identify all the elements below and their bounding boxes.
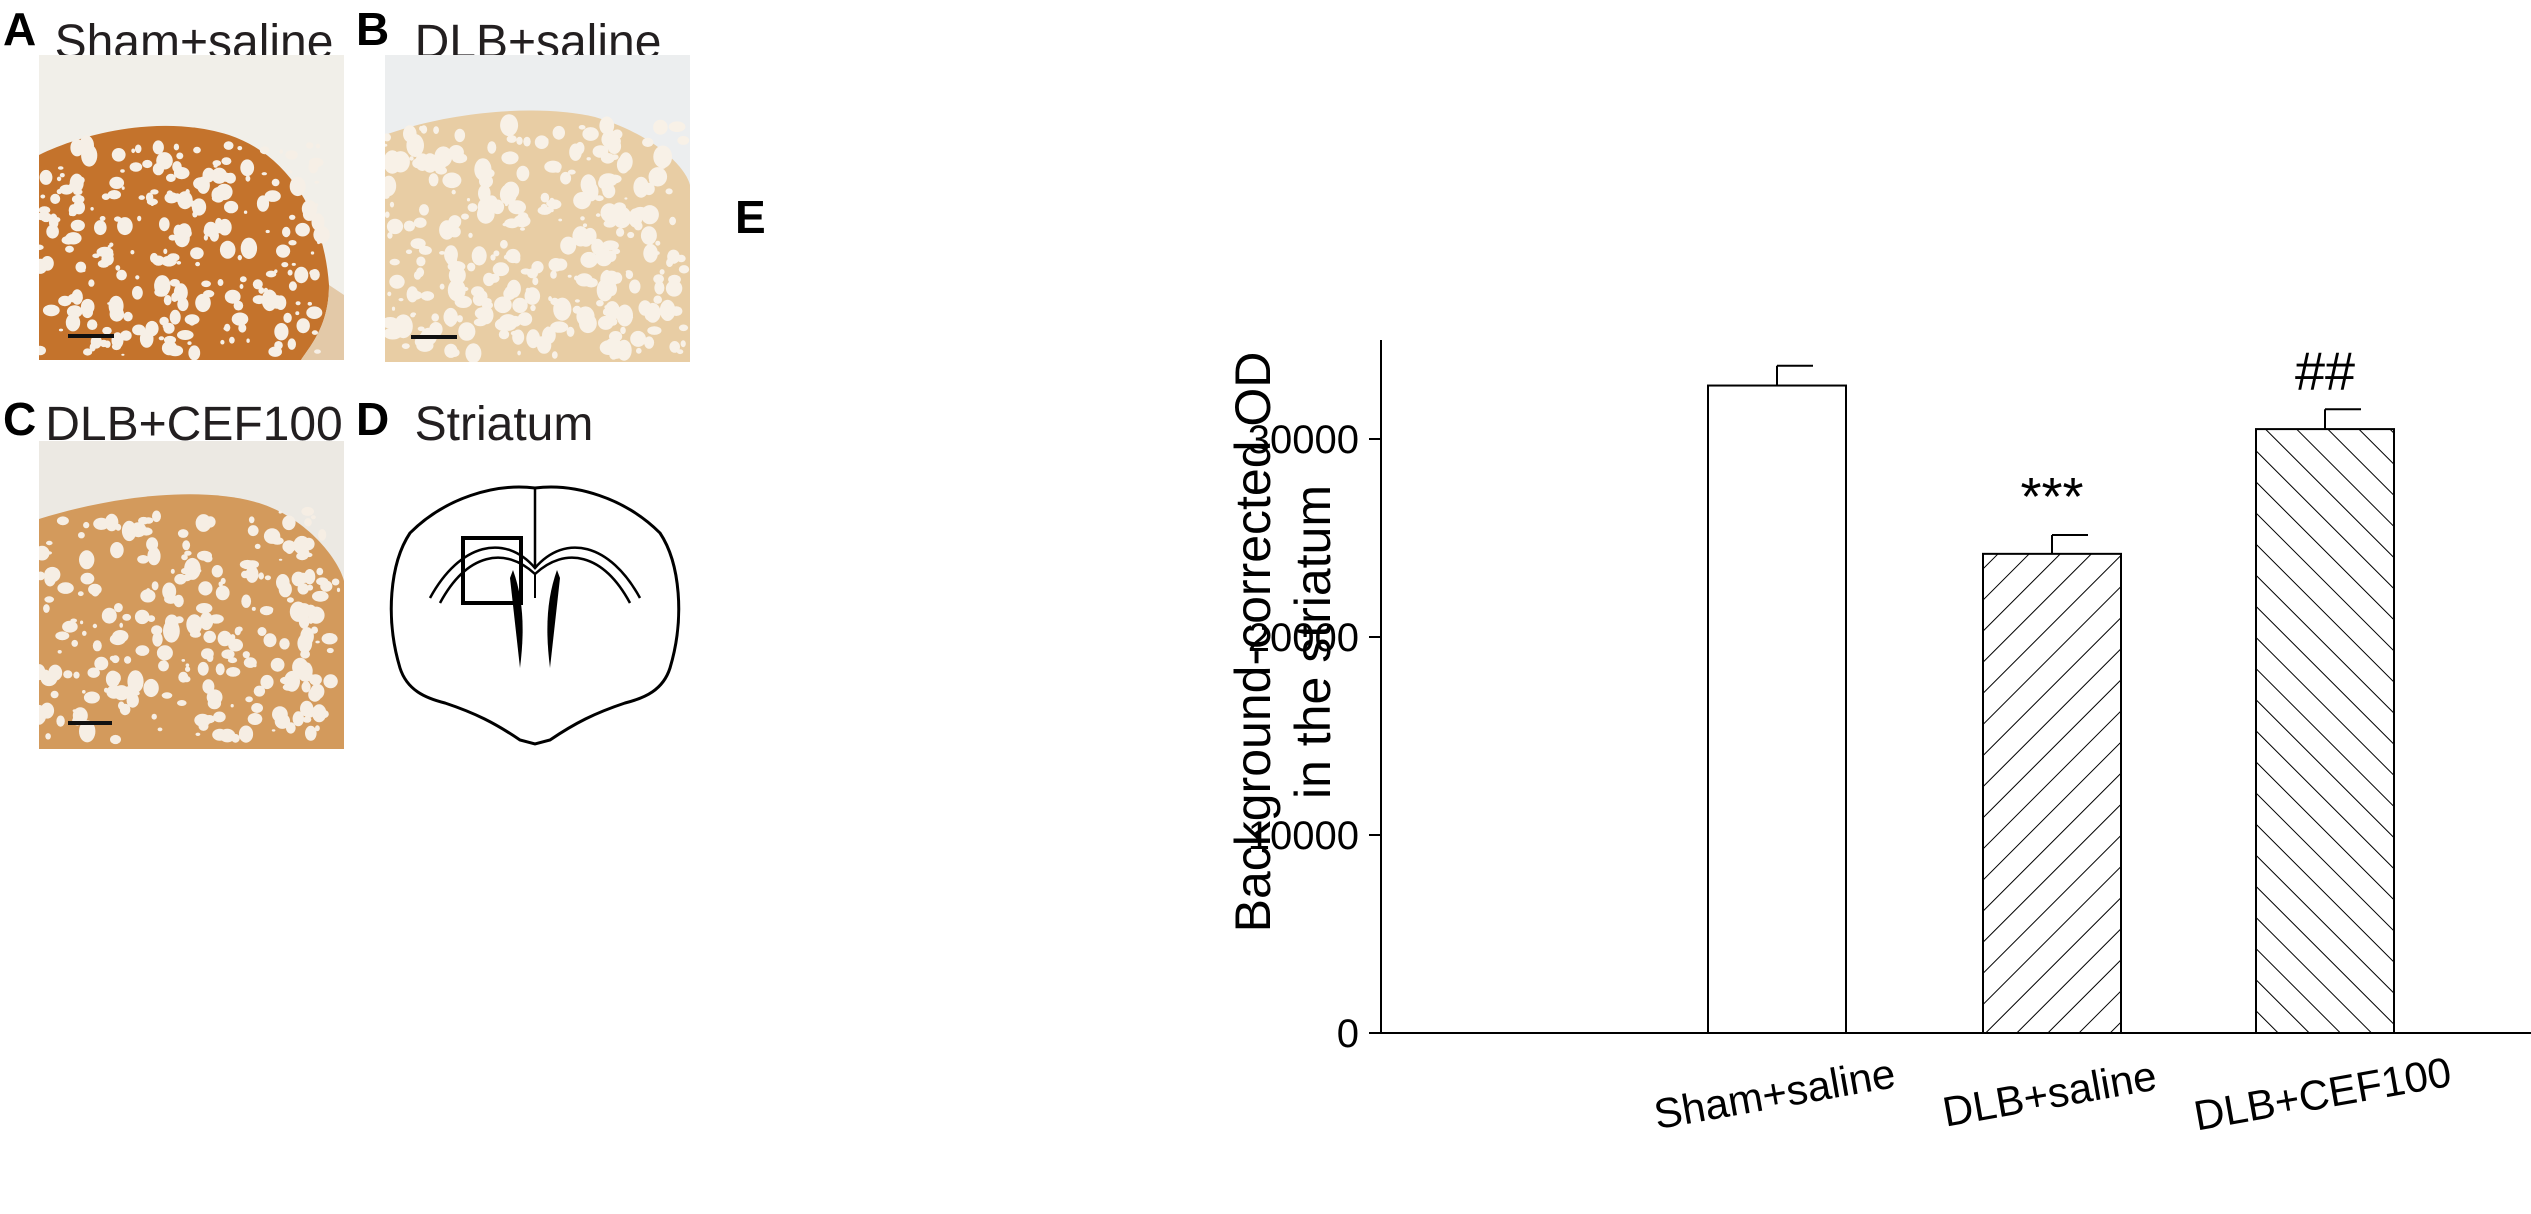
significance-marker: ##	[2295, 341, 2355, 401]
bar-dlb-cef100	[2255, 428, 2395, 1035]
significance-marker: ***	[2020, 467, 2083, 527]
x-tick-label: Sham+saline	[1650, 1049, 1898, 1138]
y-axis-label-line2: in the striatum	[1285, 485, 1341, 799]
panel-title-striatum: Striatum	[414, 398, 594, 451]
x-tick-label: DLB+saline	[1939, 1052, 2160, 1136]
micrograph-dlb-saline	[385, 55, 690, 362]
bar-background	[1708, 385, 1846, 1033]
bar-background	[1983, 553, 2121, 1033]
y-axis-label: Background-corrected OD	[1225, 352, 1281, 933]
panel-letter-b: B	[356, 3, 390, 55]
y-tick-label: 0	[1337, 1012, 1359, 1056]
panel-letter-c: C	[3, 393, 37, 445]
y-tick-label: 30000	[1248, 418, 1359, 462]
y-tick-label: 10000	[1248, 814, 1359, 858]
micrograph-sham-saline	[39, 55, 344, 360]
bar-dlb-saline	[1982, 552, 2122, 1035]
x-tick-label: DLB+CEF100	[2190, 1048, 2455, 1139]
panel-letter-e: E	[735, 191, 766, 243]
brain-section-schematic	[385, 478, 685, 748]
micrograph-dlb-cef100	[39, 441, 344, 749]
y-tick-label: 20000	[1248, 616, 1359, 660]
bar-background	[2256, 429, 2394, 1034]
bar-sham-saline	[1707, 384, 1847, 1035]
panel-letter-d: D	[356, 393, 390, 445]
panel-letter-a: A	[3, 3, 37, 55]
